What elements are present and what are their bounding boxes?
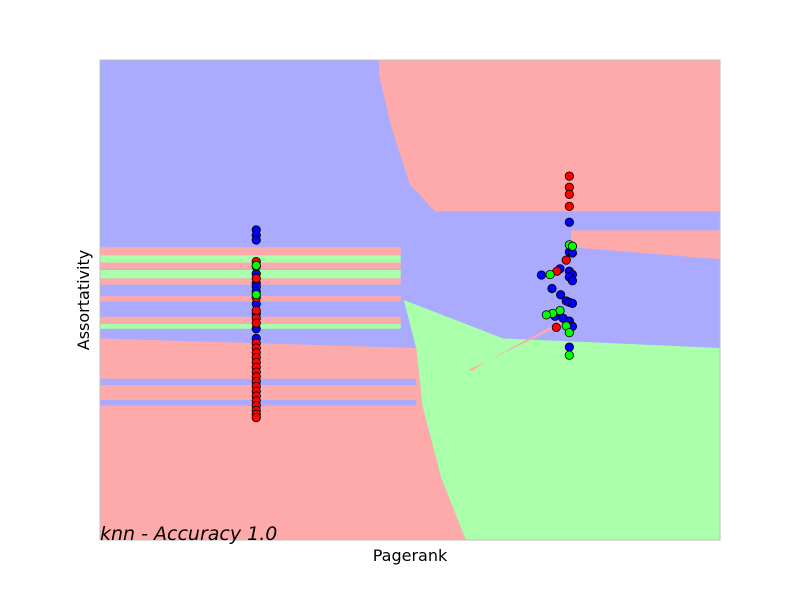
point-red-23 <box>251 412 261 423</box>
point-blue-21 <box>556 290 566 300</box>
decision-band-red-0 <box>100 247 401 256</box>
point-green-0 <box>251 260 261 271</box>
point-red-27 <box>564 201 574 211</box>
decision-region-red-2 <box>571 230 720 260</box>
point-green-7 <box>541 310 552 320</box>
point-red-6 <box>251 318 261 328</box>
data-points <box>251 171 578 423</box>
decision-region-green-3 <box>403 300 720 540</box>
point-green-10 <box>564 350 574 360</box>
decision-band-red-4 <box>100 278 401 285</box>
plot-frame <box>99 59 721 541</box>
point-blue-11 <box>564 217 574 227</box>
decision-region-red-5 <box>468 319 565 372</box>
point-blue-29 <box>564 342 574 352</box>
y-axis-label: Assortativity <box>74 250 93 350</box>
accuracy-annotation: knn - Accuracy 1.0 <box>100 523 277 545</box>
point-red-28 <box>561 255 571 265</box>
point-red-30 <box>551 322 561 332</box>
decision-regions <box>100 60 720 540</box>
decision-band-green-1 <box>100 255 401 263</box>
point-blue-20 <box>547 283 557 294</box>
point-red-4 <box>251 305 261 316</box>
point-blue-19 <box>567 276 578 286</box>
point-green-3 <box>567 241 578 251</box>
point-green-1 <box>251 290 261 300</box>
decision-region-blue-0 <box>100 60 720 339</box>
point-red-2 <box>251 273 261 283</box>
point-red-26 <box>564 189 574 199</box>
decision-band-green-3 <box>100 269 401 279</box>
decision-band-red-5 <box>100 296 401 302</box>
point-blue-2 <box>251 235 261 245</box>
decision-band-green-7 <box>100 324 401 329</box>
point-blue-18 <box>536 270 547 280</box>
decision-region-red-1 <box>379 60 720 212</box>
point-red-24 <box>564 171 574 181</box>
point-green-9 <box>564 328 574 338</box>
point-green-4 <box>545 269 555 280</box>
x-axis-label: Pagerank <box>373 546 448 565</box>
decision-band-red-6 <box>100 316 401 324</box>
plot-area <box>100 60 720 540</box>
decision-band-red-2 <box>100 262 401 269</box>
decision-region-red-4 <box>100 338 466 540</box>
point-blue-24 <box>567 298 578 308</box>
